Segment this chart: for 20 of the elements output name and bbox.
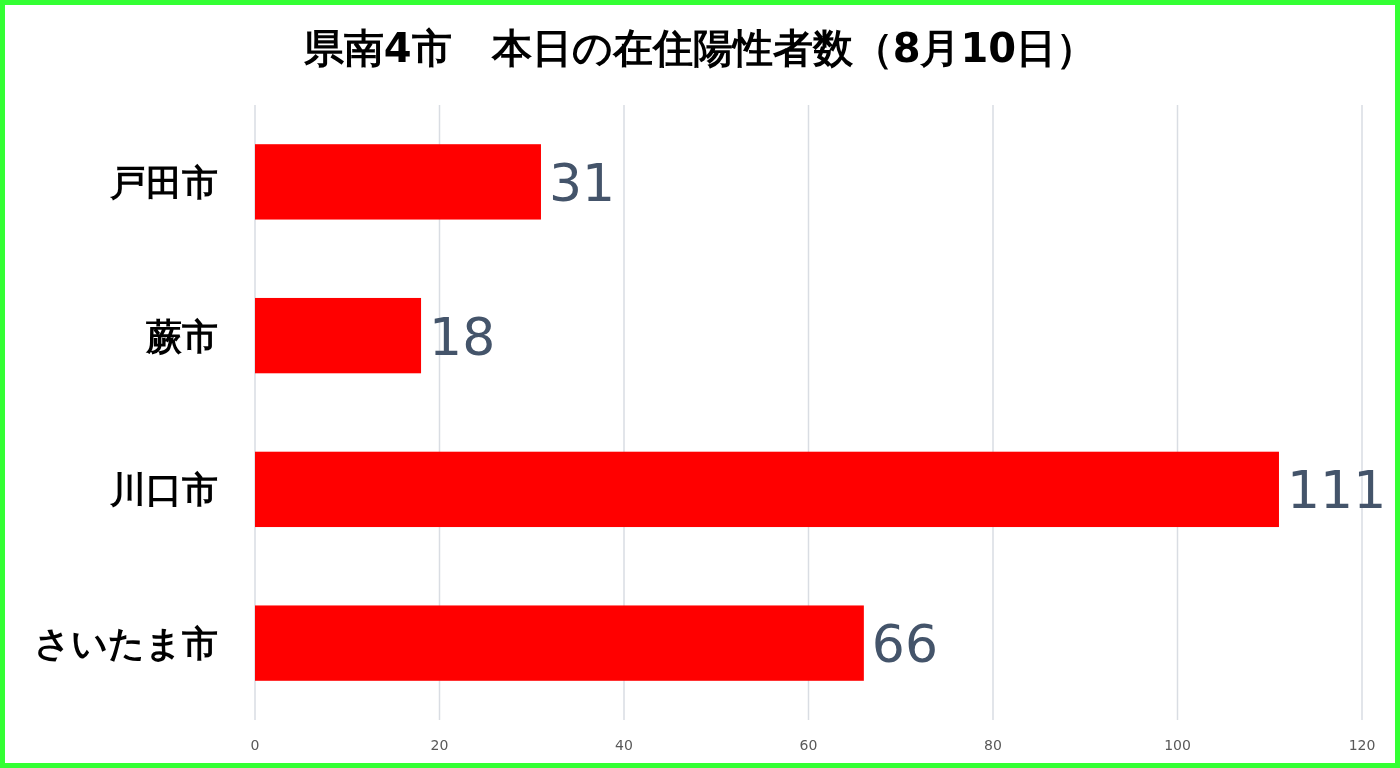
data-label: 111 [1286,460,1387,521]
data-label: 66 [871,614,939,675]
data-label: 18 [429,306,496,367]
x-tick-label: 20 [430,737,449,753]
x-tick-label: 120 [1348,737,1376,753]
bar [255,144,541,220]
y-tick-label: さいたま市 [34,623,218,665]
bar [255,451,1279,528]
bar [255,297,422,374]
bar [255,605,864,681]
x-tick-label: 0 [250,737,260,753]
x-tick-label: 100 [1164,737,1191,753]
x-tick-label: 40 [615,737,633,753]
x-tick-label: 80 [984,737,1002,753]
y-tick-label: 蕨市 [145,315,218,357]
x-tick-label: 60 [799,737,818,753]
y-tick-label: 戸田市 [109,161,218,203]
chart-title: 県南4市 本日の在住陽性者数（8月10日） [302,25,1097,71]
y-tick-label: 川口市 [109,469,218,511]
data-label: 31 [548,152,616,213]
